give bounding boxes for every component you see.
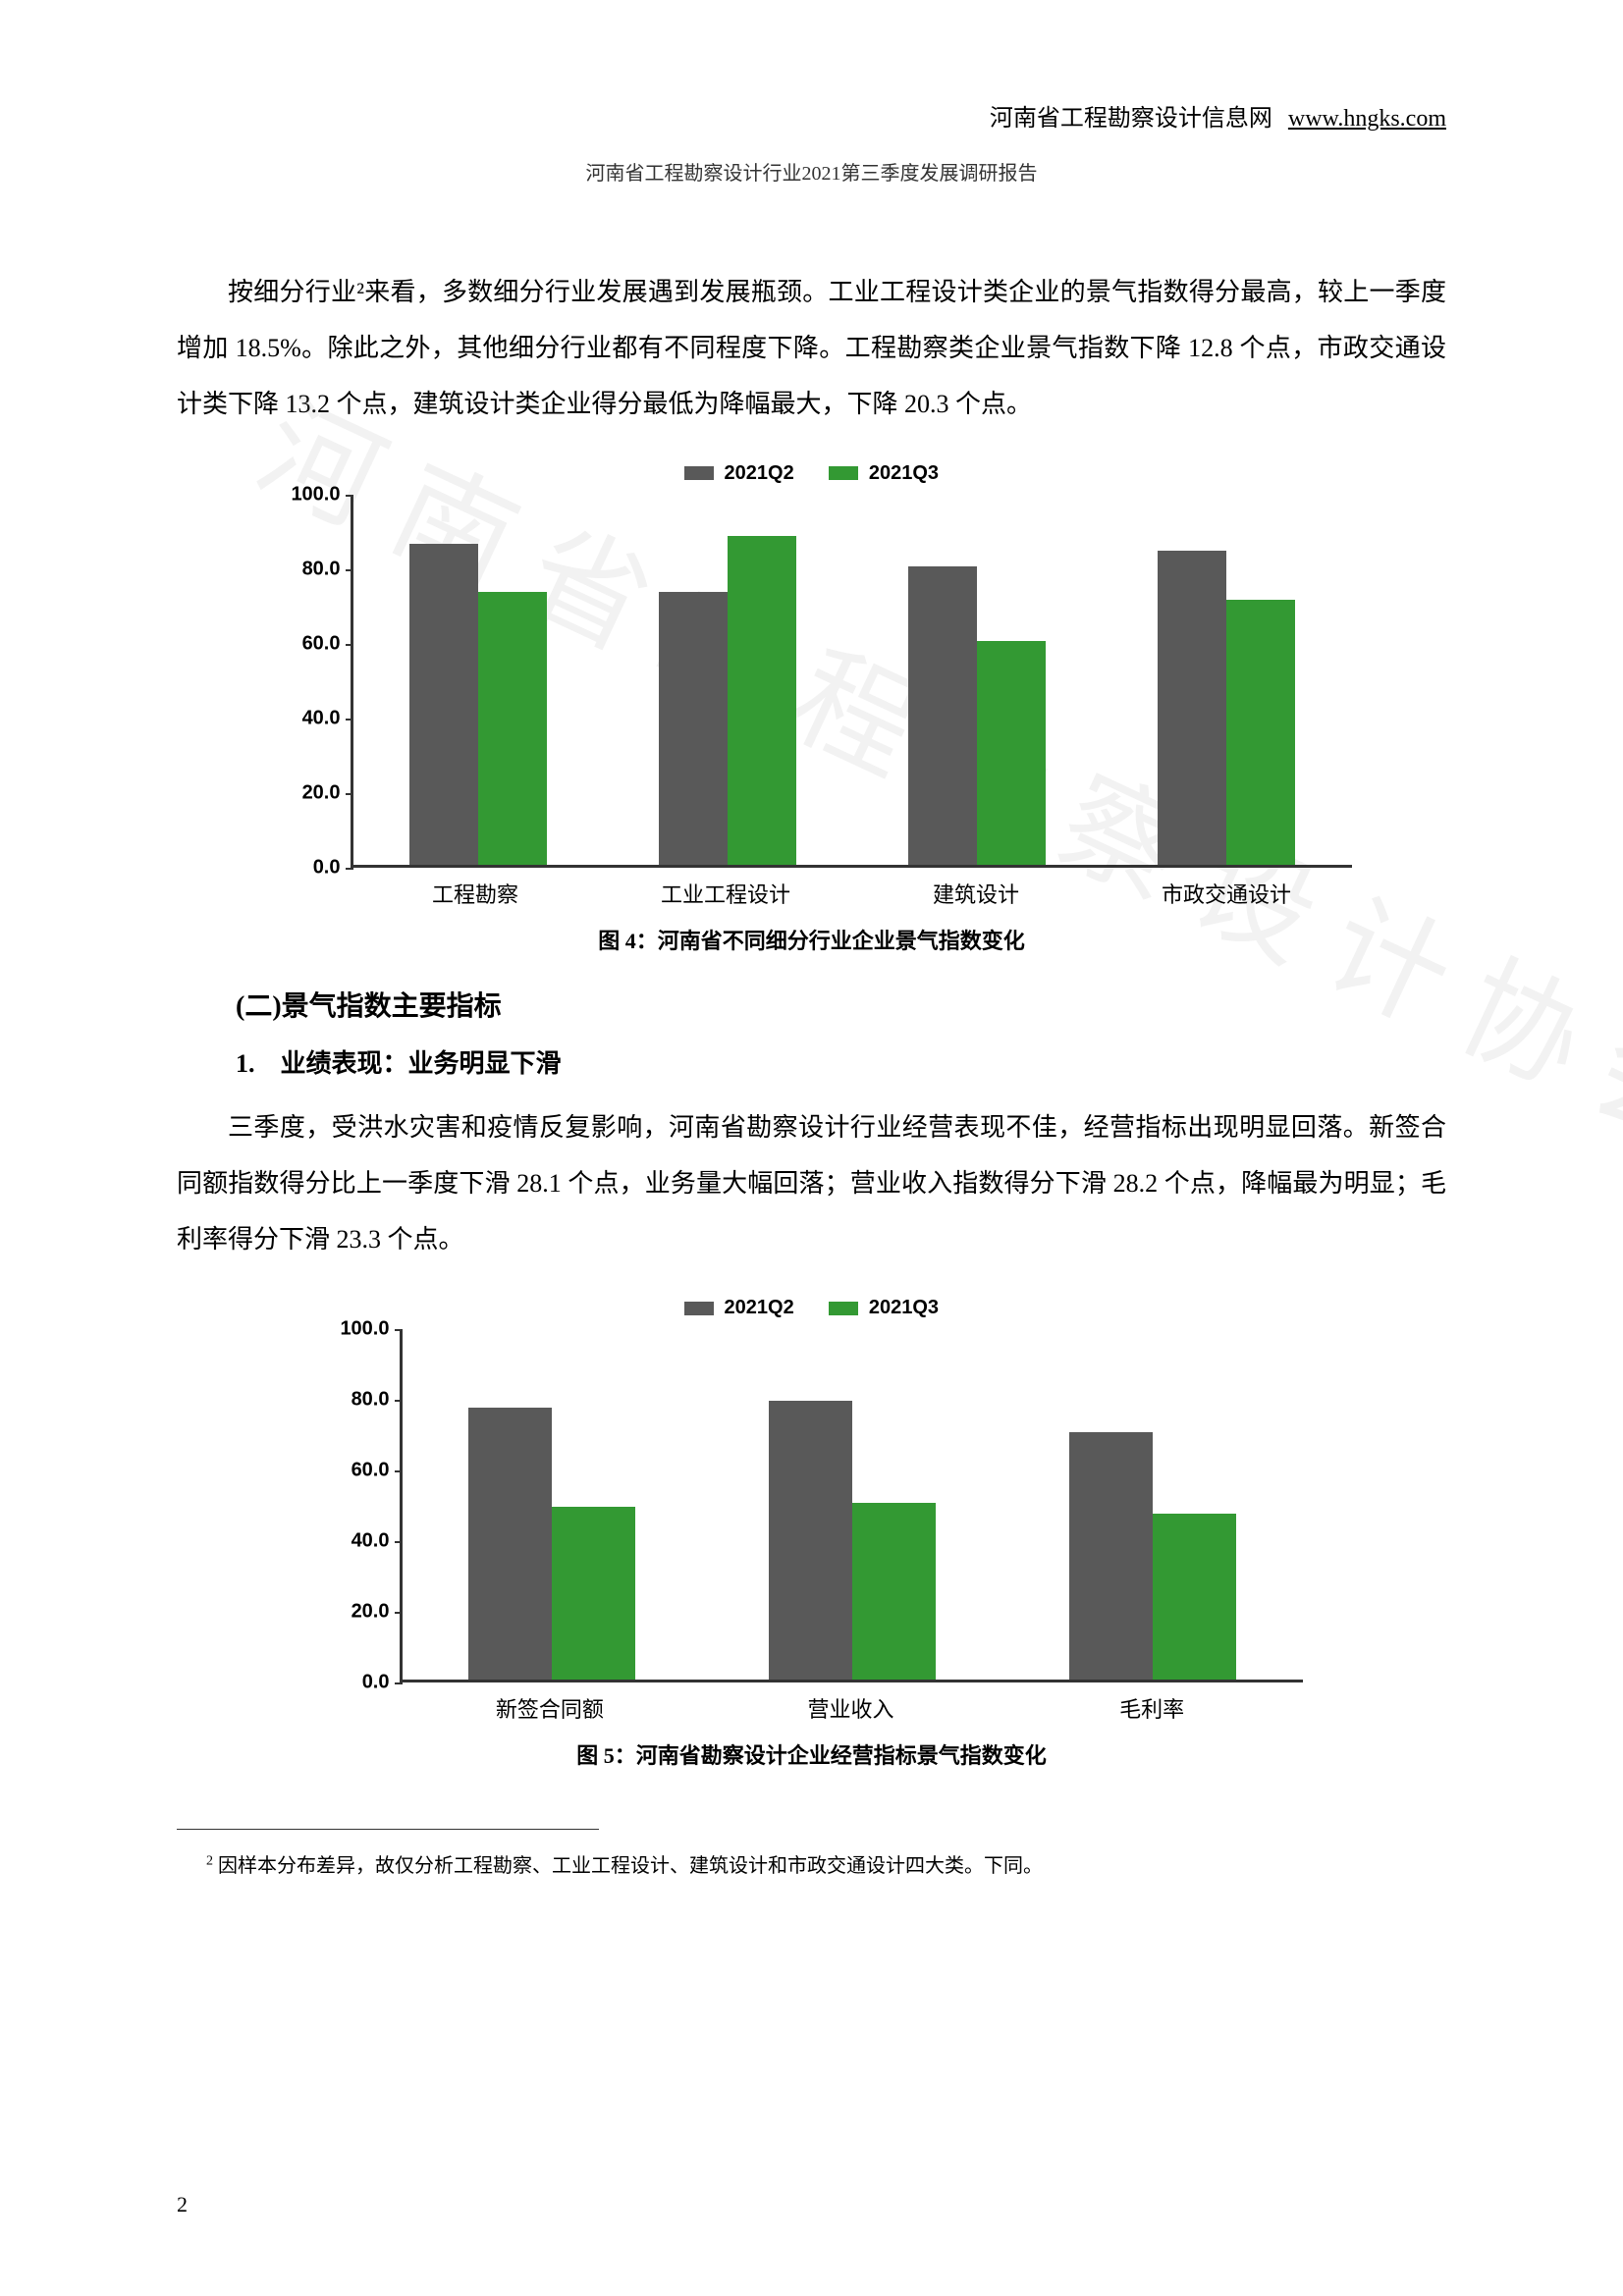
legend-label-q2-c5: 2021Q2 <box>725 1297 794 1318</box>
chart4-xlabels: 工程勘察工业工程设计建筑设计市政交通设计 <box>351 878 1352 909</box>
x-axis-label: 工程勘察 <box>351 878 601 909</box>
y-axis-label: 40.0 <box>272 707 341 729</box>
y-axis-label: 80.0 <box>321 1389 390 1412</box>
bar <box>769 1401 852 1680</box>
bar <box>478 592 547 864</box>
y-axis-label: 0.0 <box>321 1672 390 1694</box>
main-content: 按细分行业²来看，多数细分行业发展遇到发展瓶颈。工业工程设计类企业的景气指数得分… <box>177 264 1446 1878</box>
bar <box>552 1507 635 1680</box>
chart4-plot <box>351 495 1352 868</box>
chart5-legend: 2021Q2 2021Q3 <box>321 1297 1303 1319</box>
bar-group <box>1158 551 1295 864</box>
bar <box>728 536 796 864</box>
x-axis-label: 市政交通设计 <box>1102 878 1352 909</box>
bar-group <box>1069 1432 1236 1680</box>
bar-group <box>769 1401 936 1680</box>
legend-swatch-q3 <box>829 466 858 480</box>
site-url: www.hngks.com <box>1288 106 1446 132</box>
footnote-text: 因样本分布差异，故仅分析工程勘察、工业工程设计、建筑设计和市政交通设计四大类。下… <box>218 1855 1043 1877</box>
site-name: 河南省工程勘察设计信息网 <box>990 106 1272 132</box>
y-axis-label: 20.0 <box>321 1601 390 1624</box>
legend-swatch-q2 <box>684 466 714 480</box>
paragraph-1: 按细分行业²来看，多数细分行业发展遇到发展瓶颈。工业工程设计类企业的景气指数得分… <box>177 264 1446 433</box>
legend-item-q3: 2021Q3 <box>829 462 939 485</box>
sub-heading-1: 1. 业绩表现：业务明显下滑 <box>236 1043 1446 1080</box>
footnote-separator <box>177 1829 599 1830</box>
bar <box>977 641 1046 865</box>
bar <box>659 592 728 864</box>
legend-label-q3-c5: 2021Q3 <box>869 1297 939 1318</box>
chart4-legend: 2021Q2 2021Q3 <box>272 462 1352 485</box>
x-axis-label: 毛利率 <box>1001 1692 1303 1724</box>
x-axis-label: 建筑设计 <box>851 878 1102 909</box>
legend-swatch-q2-c5 <box>684 1302 714 1315</box>
y-axis-label: 0.0 <box>272 856 341 879</box>
chart4-caption: 图 4：河南省不同细分行业企业景气指数变化 <box>272 924 1352 955</box>
legend-label-q2: 2021Q2 <box>725 462 794 484</box>
y-axis-label: 100.0 <box>272 483 341 506</box>
y-axis-label: 100.0 <box>321 1318 390 1341</box>
footnote-marker: 2 <box>206 1853 213 1868</box>
header-right: 河南省工程勘察设计信息网 www.hngks.com <box>990 98 1446 133</box>
bar <box>1153 1514 1236 1680</box>
y-axis-label: 60.0 <box>321 1460 390 1482</box>
footnote: 2 因样本分布差异，故仅分析工程勘察、工业工程设计、建筑设计和市政交通设计四大类… <box>206 1849 1446 1878</box>
bar <box>1226 600 1295 865</box>
x-axis-label: 新签合同额 <box>400 1692 701 1724</box>
bar <box>409 544 478 865</box>
legend-label-q3: 2021Q3 <box>869 462 939 484</box>
x-axis-label: 营业收入 <box>700 1692 1001 1724</box>
page-number: 2 <box>177 2192 188 2217</box>
chart-5: 2021Q2 2021Q3 0.0 20.0 40.0 60.0 80.0 100.0 新… <box>321 1297 1303 1770</box>
bar <box>908 566 977 865</box>
bar-group <box>409 544 547 865</box>
y-axis-label: 20.0 <box>272 781 341 804</box>
chart-4: 2021Q2 2021Q3 0.0 20.0 40.0 60.0 80.0 100.0 工… <box>272 462 1352 955</box>
legend-item-q3-c5: 2021Q3 <box>829 1297 939 1319</box>
legend-item-q2-c5: 2021Q2 <box>684 1297 794 1319</box>
chart5-plot <box>400 1329 1303 1682</box>
bar-group <box>468 1408 635 1680</box>
bar <box>1158 551 1226 864</box>
section-heading-2: (二)景气指数主要指标 <box>236 985 1446 1024</box>
bar <box>852 1503 936 1680</box>
chart5-xlabels: 新签合同额营业收入毛利率 <box>400 1692 1303 1724</box>
bar-group <box>659 536 796 864</box>
paragraph-2: 三季度，受洪水灾害和疫情反复影响，河南省勘察设计行业经营表现不佳，经营指标出现明… <box>177 1099 1446 1268</box>
legend-item-q2: 2021Q2 <box>684 462 794 485</box>
legend-swatch-q3-c5 <box>829 1302 858 1315</box>
y-axis-label: 80.0 <box>272 558 341 580</box>
bar <box>468 1408 552 1680</box>
x-axis-label: 工业工程设计 <box>601 878 851 909</box>
y-axis-label: 40.0 <box>321 1530 390 1553</box>
report-title: 河南省工程勘察设计行业2021第三季度发展调研报告 <box>177 157 1446 186</box>
y-axis-label: 60.0 <box>272 632 341 655</box>
bar <box>1069 1432 1153 1680</box>
chart5-caption: 图 5：河南省勘察设计企业经营指标景气指数变化 <box>321 1738 1303 1770</box>
bar-group <box>908 566 1046 865</box>
